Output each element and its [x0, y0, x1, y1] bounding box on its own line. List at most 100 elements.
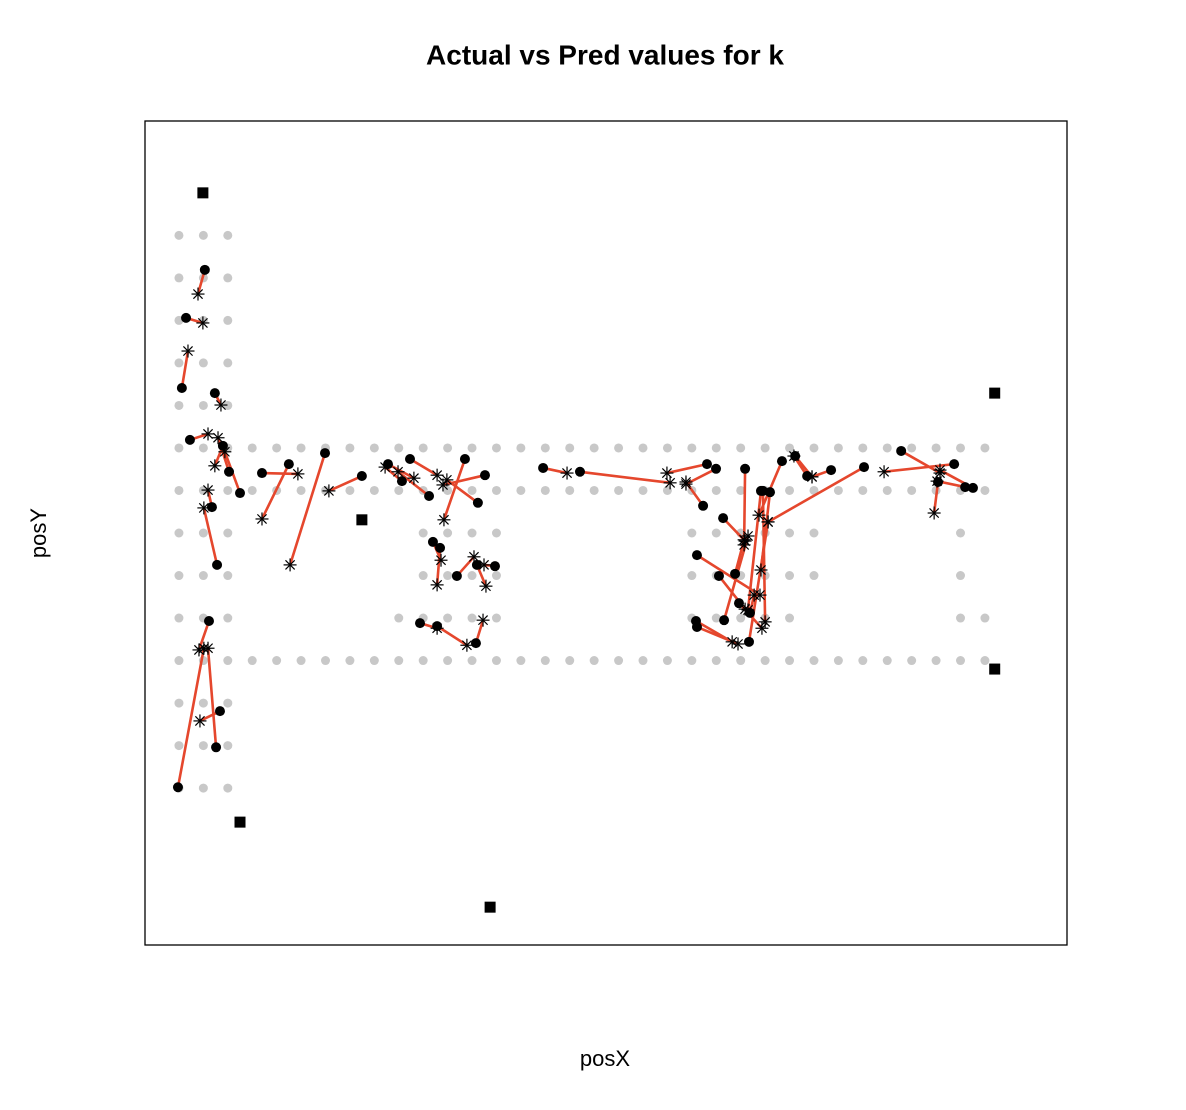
predicted-point	[214, 398, 228, 412]
actual-point	[776, 456, 787, 467]
anchor-point	[234, 816, 246, 828]
anchor-point	[484, 901, 496, 913]
reference-point	[638, 485, 648, 495]
reference-point	[247, 443, 257, 453]
actual-point	[859, 462, 870, 473]
plot-frame	[144, 120, 1068, 946]
reference-point	[540, 656, 550, 666]
asterisk-stroke	[665, 477, 676, 488]
actual-point	[172, 782, 183, 793]
reference-point	[272, 443, 282, 453]
predicted-point	[479, 579, 493, 593]
reference-point	[833, 656, 843, 666]
reference-point	[443, 571, 453, 581]
predicted-point	[933, 463, 947, 477]
reference-point	[785, 571, 795, 581]
reference-point	[443, 485, 453, 495]
actual-point	[320, 448, 331, 459]
actual-point	[415, 618, 426, 629]
reference-point	[907, 656, 917, 666]
asterisk-stroke	[755, 564, 766, 576]
error-link	[766, 465, 866, 524]
reference-point	[785, 656, 795, 666]
reference-point	[223, 698, 233, 708]
actual-point	[224, 466, 235, 477]
reference-point	[491, 485, 501, 495]
reference-point	[956, 528, 966, 538]
actual-point	[459, 454, 470, 465]
actual-point	[451, 570, 462, 581]
reference-point	[174, 528, 184, 538]
actual-point	[383, 459, 394, 470]
predicted-point	[725, 635, 739, 649]
reference-point	[931, 443, 941, 453]
reference-point	[394, 485, 404, 495]
reference-point	[296, 656, 306, 666]
error-link	[206, 646, 218, 749]
reference-point	[760, 656, 770, 666]
asterisk-stroke	[680, 476, 692, 487]
reference-point	[467, 571, 477, 581]
asterisk-stroke	[753, 510, 765, 521]
reference-point	[589, 656, 599, 666]
reference-point	[247, 656, 257, 666]
actual-point	[711, 463, 722, 474]
reference-layer	[174, 230, 990, 793]
reference-point	[785, 485, 795, 495]
reference-point	[882, 485, 892, 495]
actual-point	[432, 621, 443, 632]
asterisk-stroke	[192, 289, 204, 300]
actual-point	[933, 476, 944, 487]
reference-point	[785, 528, 795, 538]
asterisk-stroke	[432, 579, 443, 590]
asterisk-stroke	[432, 470, 443, 481]
actual-point	[538, 462, 549, 473]
reference-point	[272, 656, 282, 666]
predicted-point	[747, 588, 761, 602]
actual-point	[744, 607, 755, 618]
reference-point	[785, 443, 795, 453]
reference-point	[223, 656, 233, 666]
reference-point	[614, 485, 624, 495]
reference-point	[174, 358, 184, 368]
actual-point	[744, 636, 755, 647]
predicted-point	[208, 459, 222, 473]
reference-point	[491, 571, 501, 581]
reference-point	[296, 485, 306, 495]
actual-point	[826, 465, 837, 476]
reference-point	[736, 443, 746, 453]
asterisk-stroke	[480, 581, 491, 592]
error-link	[882, 462, 956, 474]
actual-point	[199, 264, 210, 275]
reference-point	[223, 273, 233, 283]
reference-point	[223, 315, 233, 325]
reference-point	[491, 613, 501, 623]
reference-point	[198, 528, 208, 538]
reference-point	[296, 443, 306, 453]
actual-point	[896, 445, 907, 456]
reference-point	[907, 485, 917, 495]
reference-point	[223, 400, 233, 410]
reference-point	[833, 485, 843, 495]
reference-point	[980, 485, 990, 495]
error-link	[899, 449, 942, 475]
actual-point	[730, 568, 741, 579]
asterisk-stroke	[478, 559, 490, 570]
reference-point	[736, 656, 746, 666]
asterisk-layer	[181, 287, 947, 728]
reference-point	[174, 400, 184, 410]
reference-point	[809, 656, 819, 666]
actual-point	[740, 463, 751, 474]
actual-point	[733, 598, 744, 609]
reference-point	[711, 656, 721, 666]
asterisk-stroke	[763, 516, 774, 527]
reference-point	[198, 400, 208, 410]
asterisk-stroke	[198, 502, 209, 513]
reference-point	[369, 485, 379, 495]
reference-point	[956, 443, 966, 453]
asterisk-stroke	[727, 636, 738, 647]
reference-point	[345, 656, 355, 666]
reference-point	[687, 528, 697, 538]
predicted-point	[741, 529, 755, 543]
